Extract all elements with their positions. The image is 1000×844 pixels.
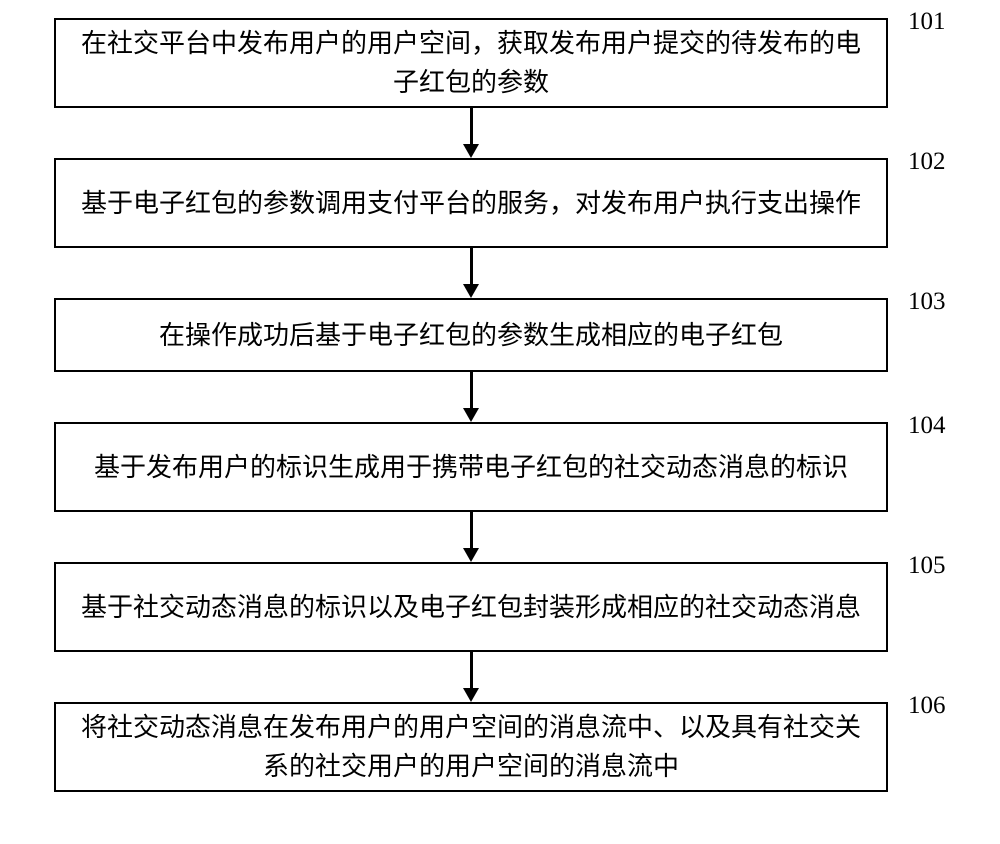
step-text: 基于电子红包的参数调用支付平台的服务，对发布用户执行支出操作 bbox=[81, 184, 861, 223]
arrow-line bbox=[470, 372, 473, 408]
arrow-line bbox=[470, 108, 473, 144]
arrow-head-icon bbox=[463, 548, 479, 562]
step-text: 将社交动态消息在发布用户的用户空间的消息流中、以及具有社交关系的社交用户的用户空… bbox=[76, 708, 866, 786]
arrow-line bbox=[470, 652, 473, 688]
step-label-105: 105 bbox=[908, 552, 946, 580]
step-text: 在社交平台中发布用户的用户空间，获取发布用户提交的待发布的电子红包的参数 bbox=[76, 24, 866, 102]
flowchart-step-103: 在操作成功后基于电子红包的参数生成相应的电子红包 bbox=[54, 298, 888, 372]
step-label-103: 103 bbox=[908, 288, 946, 316]
flowchart-step-102: 基于电子红包的参数调用支付平台的服务，对发布用户执行支出操作 bbox=[54, 158, 888, 248]
flowchart-step-104: 基于发布用户的标识生成用于携带电子红包的社交动态消息的标识 bbox=[54, 422, 888, 512]
flowchart-step-106: 将社交动态消息在发布用户的用户空间的消息流中、以及具有社交关系的社交用户的用户空… bbox=[54, 702, 888, 792]
arrow-line bbox=[470, 248, 473, 284]
step-label-106: 106 bbox=[908, 692, 946, 720]
step-label-101: 101 bbox=[908, 8, 946, 36]
arrow-line bbox=[470, 512, 473, 548]
step-text: 基于社交动态消息的标识以及电子红包封装形成相应的社交动态消息 bbox=[81, 588, 861, 627]
step-label-104: 104 bbox=[908, 412, 946, 440]
flowchart-step-101: 在社交平台中发布用户的用户空间，获取发布用户提交的待发布的电子红包的参数 bbox=[54, 18, 888, 108]
flowchart-canvas: 在社交平台中发布用户的用户空间，获取发布用户提交的待发布的电子红包的参数 101 基… bbox=[0, 0, 1000, 844]
step-text: 基于发布用户的标识生成用于携带电子红包的社交动态消息的标识 bbox=[94, 448, 848, 487]
arrow-head-icon bbox=[463, 284, 479, 298]
flowchart-step-105: 基于社交动态消息的标识以及电子红包封装形成相应的社交动态消息 bbox=[54, 562, 888, 652]
arrow-head-icon bbox=[463, 408, 479, 422]
arrow-head-icon bbox=[463, 688, 479, 702]
step-text: 在操作成功后基于电子红包的参数生成相应的电子红包 bbox=[159, 316, 783, 355]
step-label-102: 102 bbox=[908, 148, 946, 176]
arrow-head-icon bbox=[463, 144, 479, 158]
